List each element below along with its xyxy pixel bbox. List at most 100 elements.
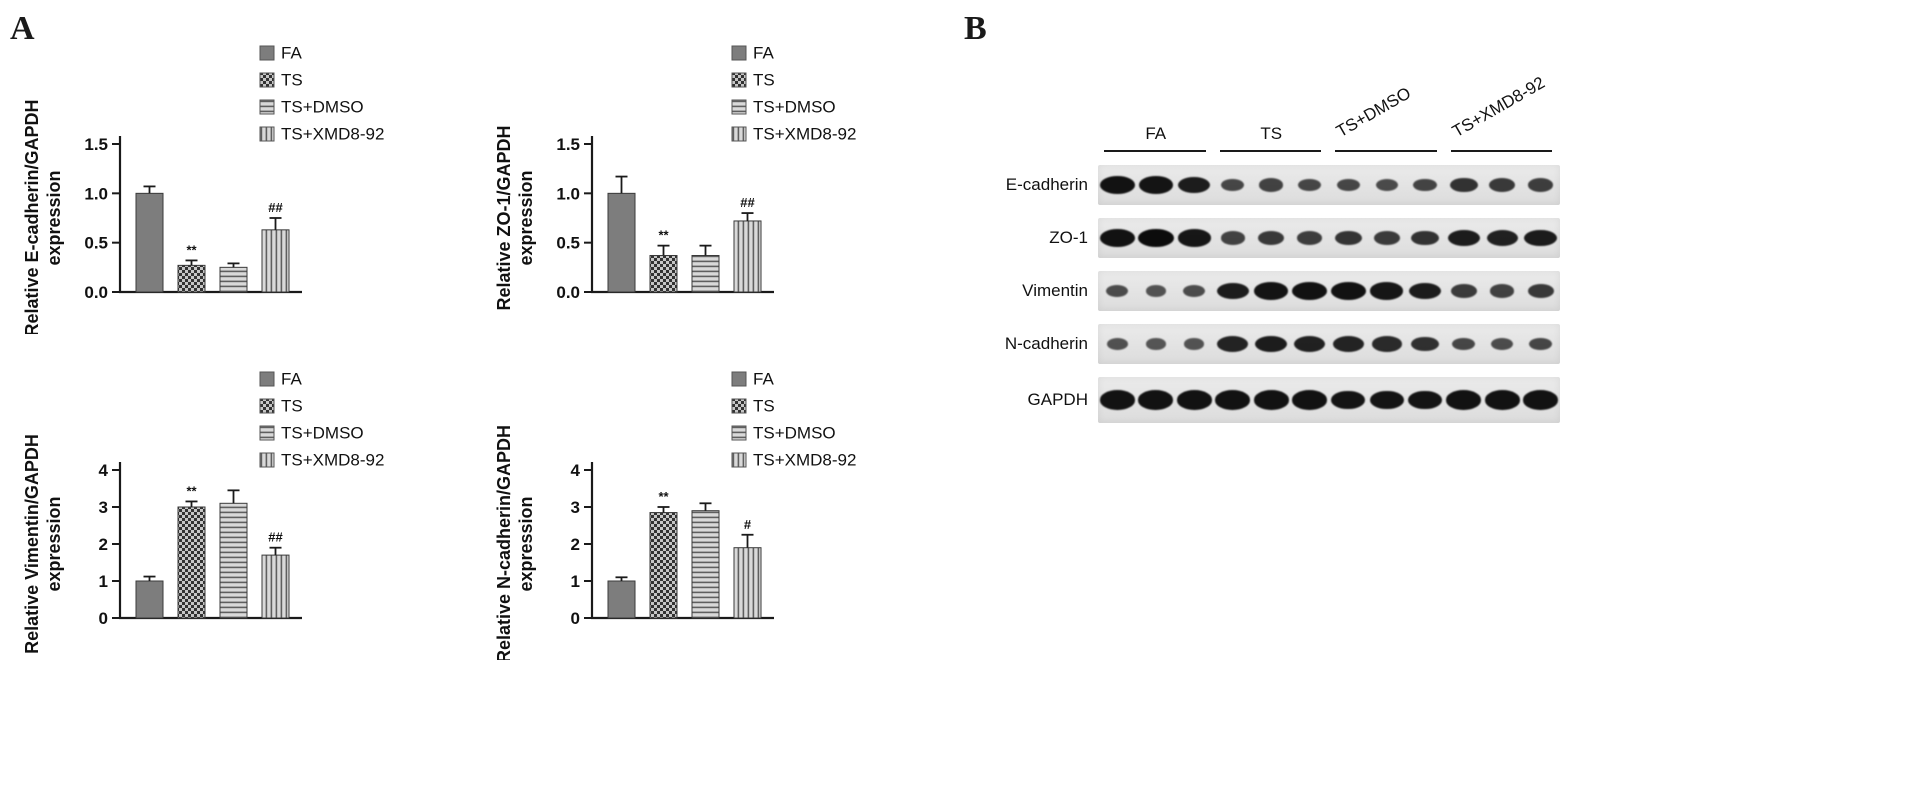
blot-band: [1297, 231, 1323, 245]
chart-n-cadherin: 0 1 2 3 4 ** # Relative N-cadherin/GAPDH express…: [486, 350, 956, 664]
y-axis-label: expression: [516, 496, 536, 591]
y-tick-label: 2: [99, 535, 108, 554]
significance-annotation: **: [186, 483, 197, 498]
bar-FA: [607, 580, 636, 619]
blot-row-label: Vimentin: [1022, 281, 1088, 300]
blot-band: [1106, 284, 1129, 297]
blot-band: [1524, 229, 1558, 247]
bar-TS+DMSO: [691, 254, 720, 293]
blot-band: [1106, 338, 1128, 350]
blot-band: [1373, 231, 1400, 245]
y-axis-label: Relative N-cadherin/GAPDH: [494, 425, 514, 660]
blot-band: [1490, 284, 1515, 298]
lane-group-label: TS+DMSO: [1333, 83, 1415, 142]
blot-band: [1258, 231, 1285, 245]
blot-band: [1145, 285, 1166, 297]
blot-row: Vimentin: [976, 271, 1616, 311]
blot-band: [1447, 229, 1480, 247]
blot-band: [1336, 178, 1360, 192]
y-axis-label: expression: [44, 170, 64, 265]
bar-chart-svg: 0.0 0.5 1.0 1.5 ** ## Relative ZO-1/GAPDH expre…: [494, 44, 856, 311]
blot-row: ZO-1: [976, 218, 1616, 258]
blot-band: [1527, 284, 1554, 298]
blot-strip: [1098, 324, 1560, 364]
blot-band: [1220, 231, 1245, 245]
panel-b-label: B: [964, 10, 987, 47]
blot-band: [1177, 229, 1211, 247]
significance-annotation: **: [186, 242, 197, 257]
blot-band: [1253, 390, 1289, 410]
blot-row: N-cadherin: [976, 324, 1616, 364]
significance-annotation: ##: [268, 200, 283, 215]
blot-band: [1099, 229, 1135, 247]
legend-swatch: [731, 45, 747, 61]
legend-label: FA: [281, 370, 302, 389]
blot-band: [1176, 390, 1212, 410]
blot-band: [1145, 338, 1166, 350]
blot-band: [1292, 282, 1328, 300]
legend-swatch: [259, 126, 275, 142]
legend-swatch: [731, 452, 747, 468]
y-tick-label: 1.0: [556, 184, 580, 203]
blot-band: [1183, 284, 1206, 297]
bar-chart-svg: 0.0 0.5 1.0 1.5 ** ## Relative E-cadherin/GAPD…: [22, 44, 384, 337]
blot-strip: [1098, 377, 1560, 423]
blot-strip: [1098, 271, 1560, 311]
blot-band: [1254, 282, 1289, 300]
legend-label: FA: [753, 44, 774, 63]
western-blot: FA TS TS+DMSO TS+XMD8-92 E-cadherin ZO-1 Vime…: [976, 50, 1616, 423]
bar-TS: [649, 512, 678, 619]
panel-a-label: A: [10, 10, 35, 47]
blot-row-label: GAPDH: [1027, 390, 1088, 409]
y-axis-label: Relative ZO-1/GAPDH: [494, 125, 514, 310]
y-tick-label: 1: [99, 572, 108, 591]
bar-TS+XMD8-92: [733, 220, 762, 293]
blot-band: [1370, 282, 1404, 300]
legend-label: FA: [753, 370, 774, 389]
y-tick-label: 0.0: [556, 283, 580, 302]
y-tick-label: 1: [571, 572, 580, 591]
blot-band: [1294, 335, 1326, 353]
legend-swatch: [259, 45, 275, 61]
legend-label: TS: [281, 397, 303, 416]
y-tick-label: 4: [99, 461, 109, 480]
blot-lane-headers: FA TS TS+DMSO TS+XMD8-92: [1098, 50, 1560, 152]
legend-label: TS+XMD8-92: [281, 125, 384, 144]
legend-label: TS+DMSO: [753, 424, 836, 443]
y-tick-label: 0.0: [84, 283, 108, 302]
legend-label: FA: [281, 44, 302, 63]
bar-TS+XMD8-92: [261, 554, 290, 619]
blot-band: [1330, 282, 1366, 300]
bar-chart-svg: 0 1 2 3 4 ** # Relative N-cadherin/GAPDH express…: [494, 370, 856, 664]
bar-TS: [177, 264, 206, 293]
y-tick-label: 1.5: [556, 135, 580, 154]
bar-charts-grid: 0.0 0.5 1.0 1.5 ** ## Relative E-cadherin/GAPD…: [14, 24, 956, 664]
legend-swatch: [259, 452, 275, 468]
y-axis-label: expression: [44, 496, 64, 591]
legend-label: TS+XMD8-92: [281, 451, 384, 470]
legend-swatch: [731, 425, 747, 441]
y-tick-label: 0.5: [556, 234, 580, 253]
y-tick-label: 1.5: [84, 135, 108, 154]
blot-band: [1216, 282, 1249, 300]
blot-band: [1217, 336, 1249, 352]
legend-label: TS: [753, 71, 775, 90]
blot-band: [1369, 390, 1404, 410]
blot-band: [1372, 336, 1402, 352]
significance-annotation: #: [744, 517, 752, 532]
legend-swatch: [259, 398, 275, 414]
significance-annotation: ##: [740, 195, 755, 210]
y-tick-label: 0: [99, 609, 108, 628]
blot-band: [1446, 390, 1482, 410]
blot-strip: [1098, 218, 1560, 258]
blot-band: [1523, 390, 1559, 410]
lane-group-label: TS+XMD8-92: [1448, 72, 1548, 142]
y-tick-label: 4: [571, 461, 581, 480]
lane-group-underline: [1450, 150, 1552, 152]
blot-band: [1178, 176, 1211, 194]
y-tick-label: 0.5: [84, 234, 108, 253]
legend-swatch: [731, 398, 747, 414]
blot-rows: E-cadherin ZO-1 Vimentin N-cadherin GAPDH: [976, 165, 1616, 423]
blot-band: [1221, 178, 1245, 192]
legend-label: TS+DMSO: [753, 98, 836, 117]
